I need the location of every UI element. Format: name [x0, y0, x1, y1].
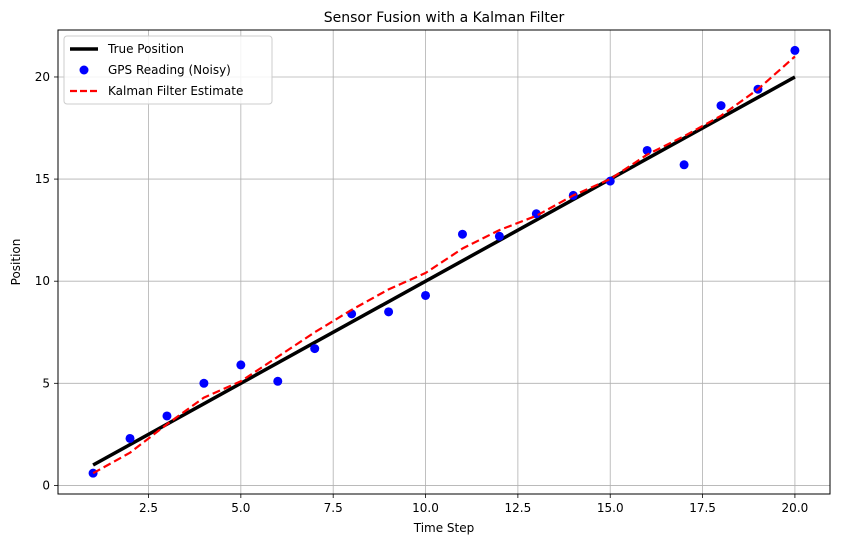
grid — [58, 30, 830, 494]
x-tick-label: 17.5 — [689, 501, 716, 515]
gps-reading-point — [421, 290, 431, 300]
legend: True Position GPS Reading (Noisy) Kalman F… — [63, 35, 273, 105]
legend-label: GPS Reading (Noisy) — [108, 63, 231, 77]
x-tick-label: 12.5 — [505, 501, 532, 515]
gps-reading-point — [236, 360, 246, 370]
legend-label: Kalman Filter Estimate — [108, 84, 243, 98]
gps-reading-point — [162, 411, 172, 421]
y-tick-label: 10 — [35, 274, 50, 288]
x-tick-label: 10.0 — [412, 501, 439, 515]
x-tick-label: 20.0 — [782, 501, 809, 515]
y-tick-label: 5 — [42, 376, 50, 390]
plot-frame — [57, 29, 831, 495]
gps-reading-point — [531, 209, 541, 219]
x-axis-label: Time Step — [413, 521, 475, 535]
x-tick-label: 15.0 — [597, 501, 624, 515]
kalman-estimate-line — [92, 55, 796, 475]
ticks: 2.5 5.0 7.5 10.0 12.5 15.0 17.5 20.0 0 5 10 15 20 — [35, 70, 809, 515]
x-tick-label: 2.5 — [139, 501, 158, 515]
legend-box — [63, 35, 273, 105]
true-position-line — [92, 75, 796, 467]
gps-reading-point — [199, 378, 209, 388]
y-tick-label: 0 — [42, 478, 50, 492]
gps-reading-point — [310, 344, 320, 354]
x-tick-label: 5.0 — [231, 501, 250, 515]
gps-reading-point — [679, 160, 689, 170]
gps-reading-point — [790, 45, 800, 55]
chart-title: Sensor Fusion with a Kalman Filter — [324, 10, 565, 26]
gps-reading-point — [605, 176, 615, 186]
legend-swatch-marker — [79, 65, 89, 75]
x-tick-label: 7.5 — [324, 501, 343, 515]
gps-reading-point — [384, 307, 394, 317]
gps-reading-point — [642, 145, 652, 155]
y-axis-label: Position — [9, 239, 23, 286]
series-layer — [88, 45, 800, 478]
gps-reading-point — [457, 229, 467, 239]
gps-reading-point — [125, 433, 135, 443]
y-tick-label: 20 — [35, 70, 50, 84]
legend-label: True Position — [107, 42, 184, 56]
gps-reading-point — [494, 231, 504, 241]
gps-reading-point — [273, 376, 283, 386]
gps-reading-point — [716, 101, 726, 111]
y-tick-label: 15 — [35, 172, 50, 186]
